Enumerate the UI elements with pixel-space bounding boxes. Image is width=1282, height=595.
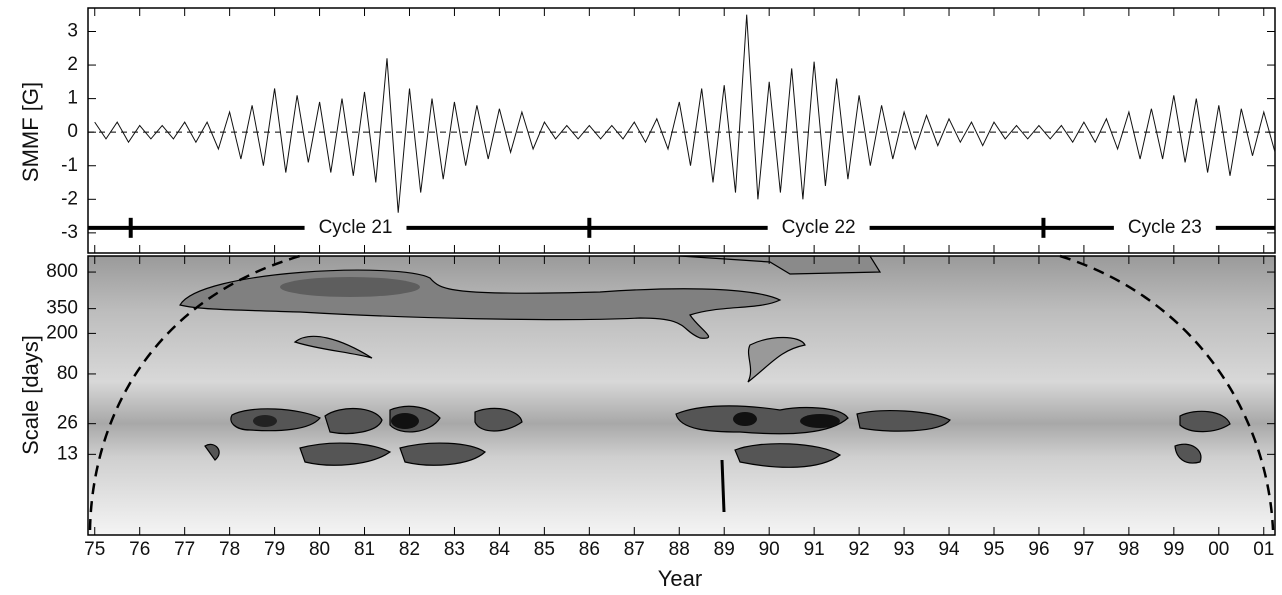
x-tick-label: 01 (1253, 539, 1274, 560)
y-tick-label: 80 (57, 363, 78, 384)
x-tick-label: 81 (354, 539, 375, 560)
x-tick-label: 93 (893, 539, 914, 560)
y-tick-label: 800 (46, 261, 78, 282)
cycle-label: Cycle 23 (1128, 217, 1202, 238)
x-tick-label: 94 (938, 539, 960, 560)
x-tick-label: 79 (264, 539, 285, 560)
x-tick-label: 97 (1073, 539, 1094, 560)
x-tick-label: 99 (1163, 539, 1184, 560)
x-tick-label: 89 (714, 539, 735, 560)
x-tick-label: 75 (84, 539, 105, 560)
y-tick-label: 0 (67, 121, 78, 142)
x-tick-label: 82 (399, 539, 420, 560)
y-tick-label: -1 (61, 155, 78, 176)
x-tick-label: 92 (849, 539, 870, 560)
y-tick-label: 3 (67, 21, 78, 42)
y-tick-label: 1 (67, 88, 78, 109)
x-tick-label: 85 (534, 539, 555, 560)
x-axis-label: Year (658, 566, 702, 591)
x-tick-label: 76 (129, 539, 150, 560)
x-tick-label: 83 (444, 539, 465, 560)
x-tick-label: 96 (1028, 539, 1049, 560)
x-tick-label: 98 (1118, 539, 1139, 560)
x-tick-label: 77 (174, 539, 195, 560)
y-tick-label: 26 (57, 413, 78, 434)
x-tick-label: 78 (219, 539, 240, 560)
series-line (94, 14, 1276, 213)
x-tick-label: 91 (804, 539, 825, 560)
top-frame (87, 7, 1276, 254)
x-tick-label: 95 (983, 539, 1004, 560)
y-tick-label: 200 (46, 322, 78, 343)
x-tick-label: 90 (759, 539, 780, 560)
x-tick-label: 88 (669, 539, 690, 560)
x-tick-label: 86 (579, 539, 600, 560)
x-tick-label: 00 (1208, 539, 1229, 560)
y-tick-label: 13 (57, 443, 78, 464)
y-tick-label: -2 (61, 188, 78, 209)
cycle-label: Cycle 22 (782, 217, 856, 238)
cycle-label: Cycle 21 (319, 217, 393, 238)
x-tick-label: 87 (624, 539, 645, 560)
x-tick-label: 80 (309, 539, 330, 560)
y-tick-label: 2 (67, 54, 78, 75)
y-axis-label: SMMF [G] (18, 82, 43, 182)
y-axis-label: Scale [days] (18, 335, 43, 455)
wavelet-map (88, 254, 1275, 535)
bottom-frame (87, 255, 1276, 536)
x-tick-label: 84 (489, 539, 511, 560)
y-tick-label: 350 (46, 298, 78, 319)
y-tick-label: -3 (61, 222, 78, 243)
